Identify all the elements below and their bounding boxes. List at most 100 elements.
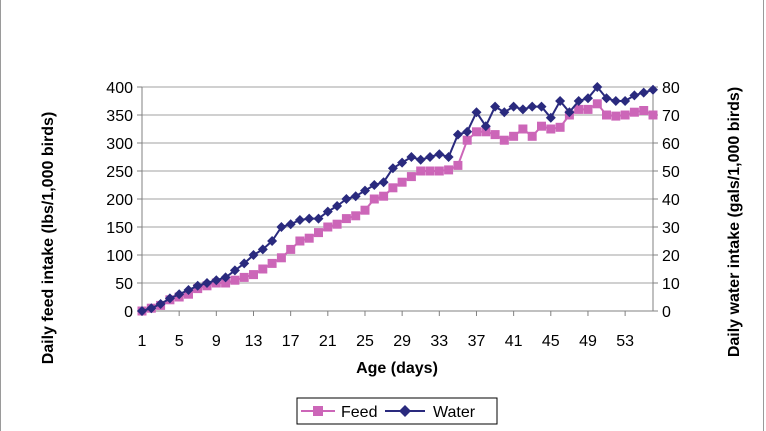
feed-point (574, 104, 584, 114)
feed-point (276, 253, 286, 263)
x-tick-label: 53 (616, 333, 634, 350)
left-y-tick-label: 200 (106, 192, 133, 209)
x-tick-label: 41 (505, 333, 523, 350)
feed-point (602, 110, 611, 120)
water-point (415, 154, 426, 165)
feed-point (267, 258, 277, 268)
water-point (155, 299, 166, 309)
feed-point (295, 236, 305, 246)
feed-point (592, 99, 602, 109)
water-point (192, 280, 203, 291)
water-point (452, 129, 463, 140)
feed-point (388, 183, 398, 193)
water-point (146, 303, 157, 314)
water-point (137, 306, 147, 316)
right-y-axis-title: Daily water intake (gals/1,000 birds) (726, 87, 743, 357)
feed-point (462, 135, 472, 145)
feed-point (629, 107, 639, 117)
water-point (332, 201, 343, 211)
water-point (508, 101, 519, 112)
left-y-tick-label: 100 (106, 248, 133, 265)
feed-point (323, 222, 333, 232)
water-point (313, 213, 324, 224)
water-point (257, 244, 268, 255)
right-y-tick-label: 80 (662, 80, 680, 97)
feed-point (304, 233, 314, 243)
water-point (564, 107, 575, 118)
water-point (499, 107, 510, 118)
water-point (248, 250, 259, 260)
water-point (183, 285, 194, 295)
feed-point (230, 275, 240, 285)
feed-point (639, 106, 649, 115)
water-point (434, 149, 445, 160)
left-y-axis-title: Daily feed intake (lbs/1,000 birds) (40, 112, 57, 365)
legend-feed-marker (313, 406, 323, 416)
water-point (480, 121, 491, 132)
left-y-tick-label: 250 (106, 164, 133, 181)
water-point (397, 157, 408, 168)
water-point (304, 213, 315, 224)
x-tick-label: 17 (282, 333, 300, 350)
water-point (350, 191, 361, 202)
feed-point (583, 104, 593, 114)
feed-point (611, 111, 621, 121)
water-point (229, 265, 240, 276)
right-y-tick-label: 20 (662, 248, 680, 265)
feed-point (360, 205, 370, 215)
axis-ticks: 0 50 100 150 200 250 300 350 400 0 10 20 30 40 50 60 70 8… (106, 80, 680, 350)
right-y-tick-label: 50 (662, 164, 680, 181)
legend-water-label: Water (433, 404, 476, 421)
legend-water-marker (399, 405, 411, 417)
water-point (601, 93, 612, 104)
left-y-tick-label: 150 (106, 220, 133, 237)
water-point (638, 87, 649, 98)
legend-feed-label: Feed (341, 404, 377, 421)
series-water (137, 82, 658, 316)
feed-point (444, 165, 454, 175)
feed-point (369, 194, 379, 204)
feed-point (490, 130, 500, 140)
feed-point (249, 270, 258, 280)
legend: Feed Water (296, 397, 498, 425)
left-y-tick-label: 50 (115, 276, 133, 293)
water-point (471, 107, 482, 118)
feed-point (332, 219, 342, 229)
feed-point (518, 124, 528, 134)
feed-point (221, 278, 231, 288)
right-y-tick-label: 0 (662, 304, 671, 321)
water-point (425, 152, 435, 162)
right-y-tick-label: 10 (662, 276, 680, 293)
feed-point (416, 166, 426, 176)
feed-point (286, 244, 296, 254)
water-point (267, 236, 278, 246)
x-tick-label: 25 (356, 333, 374, 350)
water-point (211, 275, 222, 286)
water-point (536, 101, 547, 112)
water-point (629, 90, 640, 101)
water-point (285, 219, 296, 230)
x-tick-label: 13 (245, 333, 263, 350)
left-y-tick-label: 350 (106, 108, 133, 125)
water-point (545, 112, 556, 123)
water-point (378, 177, 389, 188)
water-point (220, 272, 231, 283)
feed-point (351, 211, 361, 221)
x-axis-title: Age (days) (356, 360, 438, 377)
left-y-tick-label: 300 (106, 136, 133, 153)
right-y-tick-label: 60 (662, 136, 680, 153)
feed-point (509, 131, 519, 141)
feed-point (341, 214, 351, 224)
x-tick-label: 21 (319, 333, 337, 350)
feed-point (555, 122, 565, 132)
water-point (490, 101, 501, 112)
water-point (443, 152, 454, 162)
water-point (620, 96, 631, 106)
feed-point (546, 124, 556, 134)
water-point (387, 163, 398, 174)
feed-point (314, 228, 323, 238)
water-point (164, 293, 175, 304)
water-point (517, 104, 528, 115)
x-tick-label: 33 (430, 333, 448, 350)
